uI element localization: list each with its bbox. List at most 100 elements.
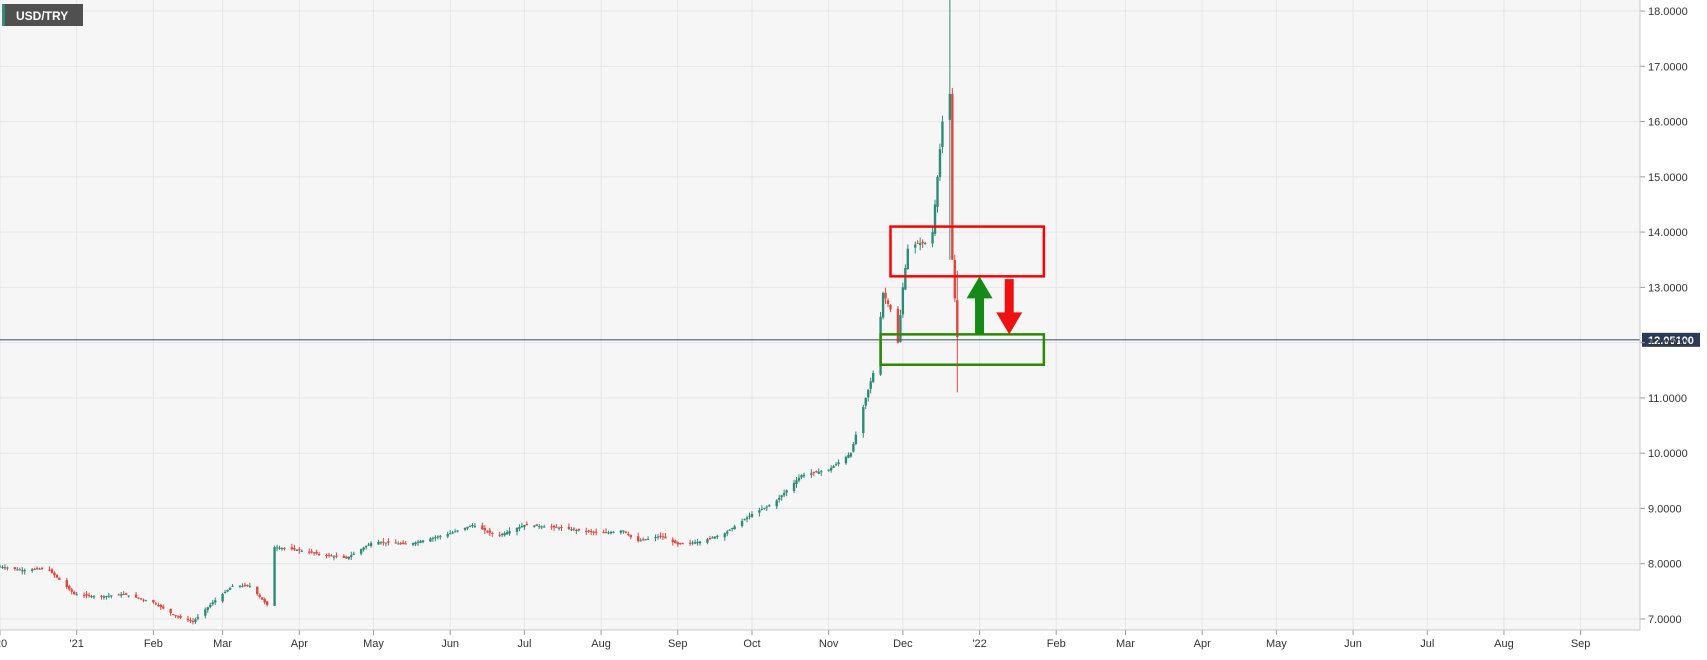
- candle-body: [829, 467, 833, 471]
- candle-body: [211, 602, 214, 605]
- candle-body: [748, 515, 751, 517]
- candle-body: [847, 455, 850, 458]
- candle-body: [48, 569, 51, 571]
- candle-body: [243, 584, 247, 586]
- candle-body: [525, 523, 529, 526]
- price-tag-box: [1642, 332, 1700, 347]
- candle-body: [263, 599, 266, 603]
- candle-body: [795, 480, 798, 485]
- candle-body: [884, 292, 887, 299]
- candle-body: [604, 532, 608, 534]
- x-tick-label: '21: [70, 638, 84, 650]
- candle-body: [352, 553, 355, 555]
- candle-body: [206, 607, 209, 610]
- candle-body: [159, 604, 162, 607]
- candle-body: [120, 594, 123, 596]
- candle-body: [622, 530, 625, 532]
- candle-body: [335, 555, 338, 557]
- candle-body: [411, 543, 415, 545]
- candle-body: [174, 615, 177, 617]
- candle-body: [194, 619, 197, 622]
- candle-body: [367, 544, 370, 546]
- candle-body: [570, 529, 573, 531]
- candle-body: [481, 525, 484, 530]
- candle-body: [258, 594, 261, 597]
- candle-body: [815, 471, 818, 473]
- candle-body: [176, 616, 180, 618]
- candle-body: [261, 597, 264, 600]
- candle-body: [18, 569, 21, 571]
- candle-body: [956, 300, 959, 338]
- support-zone-box[interactable]: [879, 333, 1046, 366]
- candle-body: [523, 525, 526, 528]
- candle-body: [867, 389, 870, 398]
- plot-area: [0, 0, 1640, 630]
- candle-body: [87, 594, 91, 596]
- resistance-zone-box[interactable]: [889, 225, 1046, 278]
- candle-body: [889, 304, 892, 310]
- candle-body: [300, 550, 303, 552]
- candle-body: [886, 300, 890, 304]
- candle-body: [921, 241, 924, 244]
- candle-body: [780, 495, 783, 498]
- x-tick-label: Sep: [1571, 638, 1591, 650]
- candle-body: [30, 569, 34, 571]
- y-tick-label: 7.0000: [1648, 614, 1682, 626]
- candle-body: [486, 531, 489, 533]
- candle-body: [139, 598, 143, 600]
- candle-body: [904, 268, 907, 290]
- candle-body: [533, 525, 536, 527]
- y-tick-label: 16.0000: [1648, 117, 1688, 129]
- candle-body: [688, 542, 692, 544]
- candle-body: [671, 539, 675, 542]
- y-tick-label: 8.0000: [1648, 559, 1682, 571]
- candle-body: [726, 531, 729, 534]
- candle-body: [327, 554, 331, 556]
- candle-body: [639, 540, 642, 542]
- candle-body: [765, 506, 769, 508]
- candle-body: [728, 529, 731, 531]
- candle-body: [862, 407, 865, 433]
- candle-body: [679, 543, 682, 545]
- candle-body: [50, 569, 54, 573]
- y-tick-label: 14.0000: [1648, 227, 1688, 239]
- candle-body: [540, 526, 543, 528]
- candle-body: [557, 527, 561, 529]
- x-tick-label: Feb: [144, 638, 163, 650]
- candle-body: [105, 596, 108, 598]
- candle-body: [550, 526, 553, 528]
- candle-body: [312, 552, 316, 554]
- candle-body: [221, 594, 224, 602]
- candle-body: [792, 482, 796, 491]
- candle-body: [394, 542, 397, 544]
- y-tick-label: 12.0000: [1648, 338, 1688, 350]
- x-tick-label: Jun: [1344, 638, 1362, 650]
- candle-body: [740, 520, 744, 527]
- candle-body: [676, 542, 679, 545]
- candle-body: [938, 149, 942, 177]
- candle-body: [92, 596, 96, 598]
- x-tick-label: Dec: [893, 638, 913, 650]
- candle-body: [800, 475, 803, 478]
- candle-body: [585, 530, 588, 532]
- y-tick-label: 11.0000: [1648, 393, 1687, 405]
- candle-body: [382, 541, 385, 543]
- candle-body: [55, 574, 59, 578]
- candle-body: [629, 534, 632, 538]
- candle-body: [364, 546, 368, 548]
- candle-body: [463, 527, 467, 530]
- candle-body: [560, 527, 563, 529]
- x-tick-label: '20: [0, 638, 7, 650]
- candle-body: [397, 543, 400, 545]
- candle-body: [802, 474, 806, 477]
- candle-body: [498, 534, 501, 536]
- candle-body: [716, 535, 719, 537]
- candle-body: [157, 605, 160, 607]
- candle-body: [782, 492, 786, 496]
- candle-body: [75, 594, 78, 596]
- candle-body: [6, 567, 9, 569]
- candle-body: [124, 593, 128, 595]
- candle-body: [933, 204, 937, 234]
